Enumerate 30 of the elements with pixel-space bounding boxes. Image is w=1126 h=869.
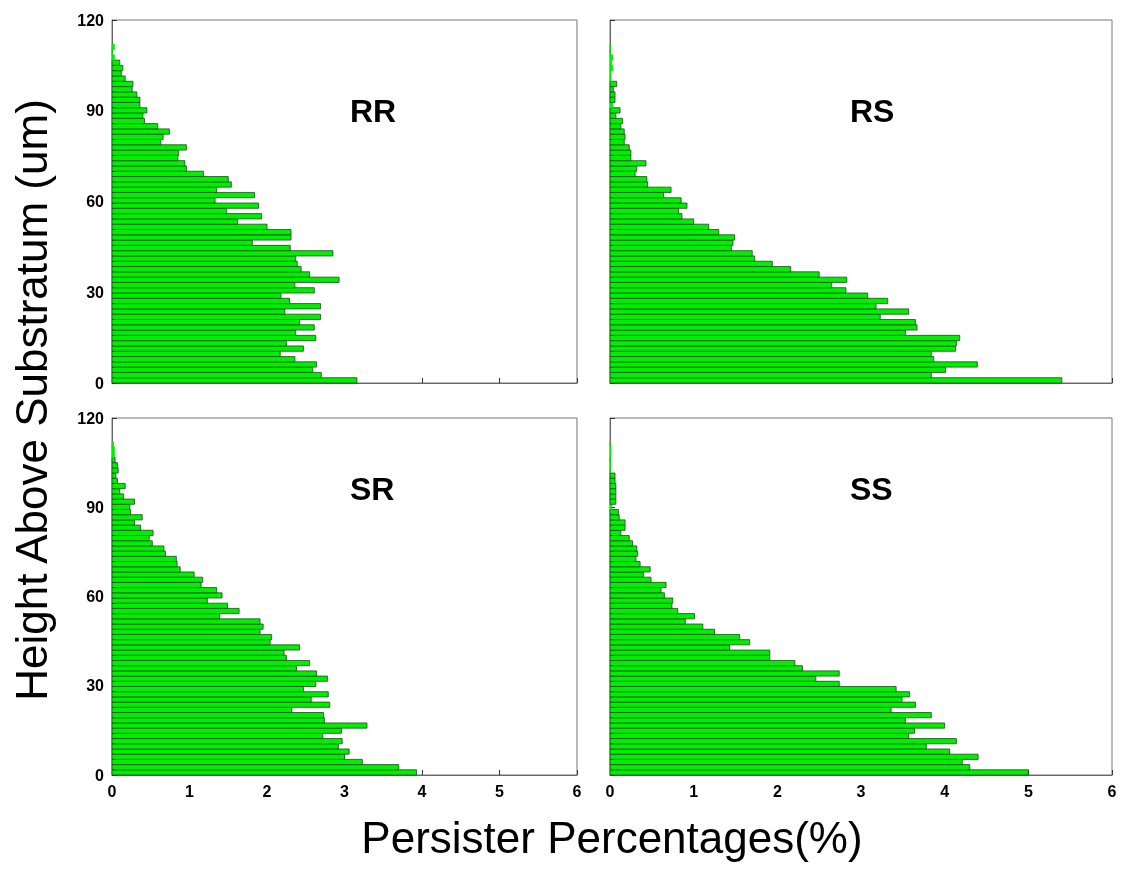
text: SS bbox=[850, 471, 893, 507]
x-tick-label: 4 bbox=[417, 782, 427, 800]
y-tick-label: 120 bbox=[77, 11, 105, 29]
y-tick-label: 120 bbox=[77, 409, 105, 427]
x-tick-label: 3 bbox=[856, 782, 866, 800]
text: SR bbox=[350, 471, 395, 507]
y-axis-title: Height Above Substratum (um) bbox=[7, 99, 57, 701]
x-tick-label: 5 bbox=[495, 782, 505, 800]
x-tick-label: 4 bbox=[940, 782, 950, 800]
y-tick-label: 30 bbox=[86, 677, 105, 695]
y-tick-label: 0 bbox=[95, 766, 105, 784]
x-tick-label: 0 bbox=[605, 782, 615, 800]
y-tick-label: 60 bbox=[86, 193, 105, 210]
x-axis-title: Persister Percentages(%) bbox=[361, 813, 863, 863]
x-tick-label: 5 bbox=[1023, 782, 1033, 800]
y-tick-label: 90 bbox=[86, 498, 105, 516]
text: RR bbox=[350, 93, 397, 129]
y-tick-label: 30 bbox=[86, 283, 105, 301]
y-tick-label: 90 bbox=[86, 102, 105, 120]
x-tick-label: 3 bbox=[340, 782, 350, 800]
x-tick-label: 2 bbox=[262, 782, 272, 800]
y-tick-label: 0 bbox=[95, 374, 105, 392]
x-tick-label: 1 bbox=[689, 782, 699, 800]
x-tick-label: 6 bbox=[572, 782, 582, 800]
text: RS bbox=[850, 93, 895, 129]
x-tick-label: 0 bbox=[107, 782, 117, 800]
x-tick-label: 2 bbox=[772, 782, 782, 800]
x-tick-label: 6 bbox=[1107, 782, 1117, 800]
y-tick-label: 60 bbox=[86, 588, 105, 605]
x-tick-label: 1 bbox=[185, 782, 195, 800]
